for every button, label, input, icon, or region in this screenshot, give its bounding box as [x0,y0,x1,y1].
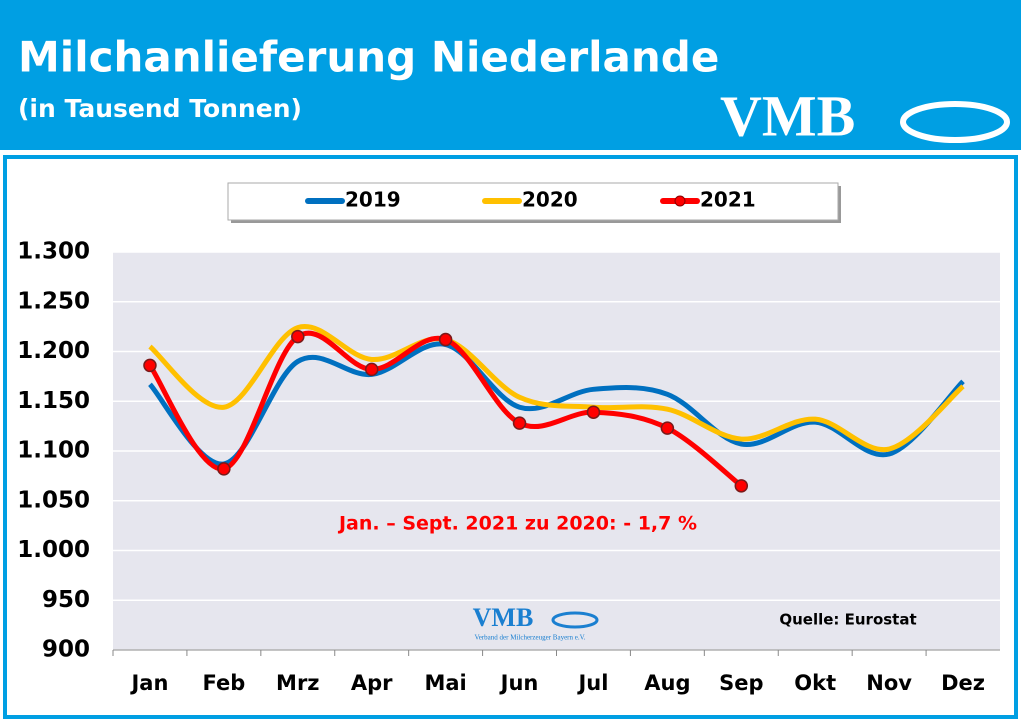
chart-title: Milchanlieferung Niederlande [18,33,719,82]
y-tick-label: 950 [42,587,90,613]
data-point [291,329,305,344]
logo-text: VMB [720,83,855,148]
x-tick-label: Aug [644,671,690,695]
x-tick-label: Feb [202,671,245,695]
x-tick-label: Dez [941,671,985,695]
logo-small: VMB [473,603,534,632]
y-tick-label: 1.150 [17,388,90,414]
x-tick-label: Mrz [276,671,319,695]
annotation: Jan. – Sept. 2021 zu 2020: - 1,7 % [337,513,697,535]
data-point [438,332,453,347]
data-point [512,416,527,430]
data-point [217,462,231,476]
x-tick-label: Jul [576,671,608,695]
x-tick-label: Jun [499,671,539,695]
series-line [147,330,743,488]
data-point [734,479,749,493]
x-tick-label: Jan [129,671,168,695]
series-line [148,341,965,467]
legend-marker [674,195,686,207]
logo-small-subtitle: Verband der Milcherzeuger Bayern e.V. [474,634,585,642]
y-tick-label: 900 [42,637,90,663]
y-tick-label: 1.100 [17,438,90,464]
source: Quelle: Eurostat [779,611,916,629]
y-tick-label: 1.300 [17,239,90,265]
x-tick-label: Nov [866,671,912,695]
y-tick-label: 1.250 [17,288,90,314]
x-tick-label: Mai [424,671,466,695]
x-tick-label: Okt [794,671,836,695]
data-point [143,358,157,373]
logo-small-icon [551,611,599,629]
y-tick-label: 1.200 [17,338,90,364]
logo-icon [900,101,1010,143]
data-point [660,421,675,435]
header-banner [0,0,1021,150]
legend-label: 2020 [522,188,578,212]
y-tick-label: 1.050 [17,487,90,513]
data-point [586,405,601,419]
legend-label: 2019 [345,188,401,212]
x-tick-label: Apr [351,671,393,695]
y-tick-label: 1.000 [17,537,90,563]
chart-subtitle: (in Tausend Tonnen) [18,94,302,123]
x-tick-label: Sep [719,671,763,695]
series-line [148,324,965,453]
legend-label: 2021 [700,188,756,212]
data-point [364,362,379,377]
